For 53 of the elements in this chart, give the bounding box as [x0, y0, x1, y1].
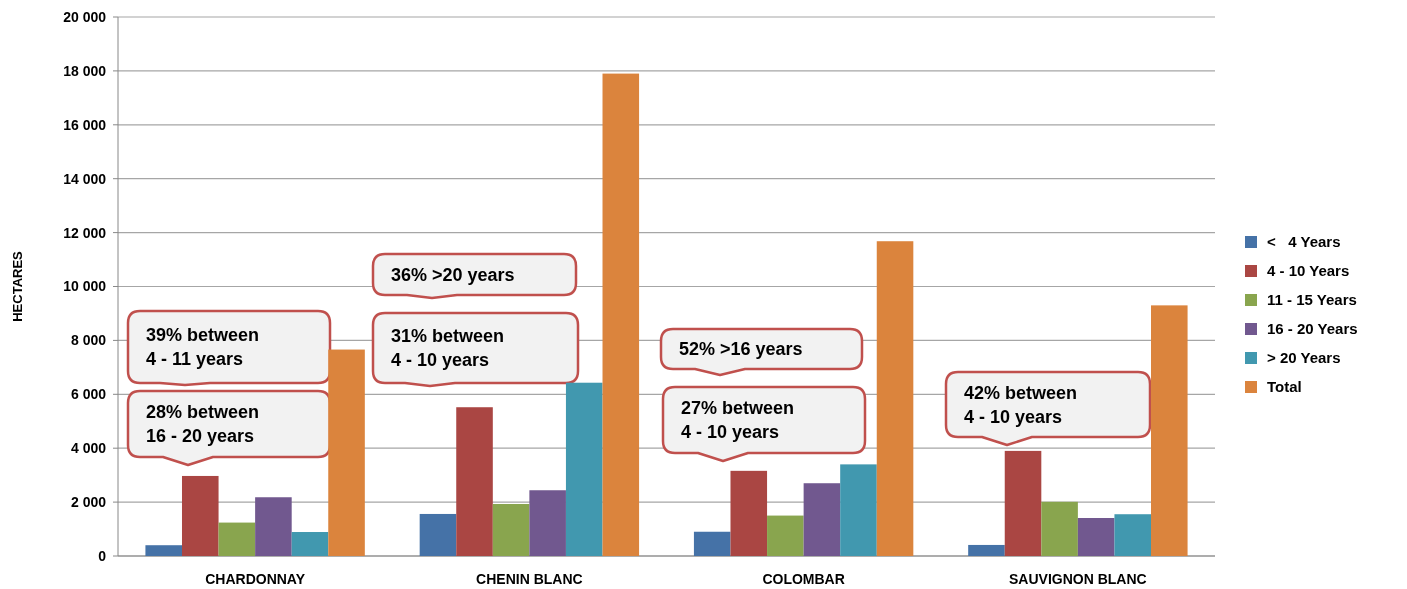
y-tick-label: 20 000	[63, 8, 107, 25]
bar	[291, 532, 329, 556]
annotation: 52% >16 years	[679, 339, 803, 360]
legend-label: 16 - 20 Years	[1267, 320, 1358, 338]
y-tick-label: 0	[98, 547, 107, 564]
bar	[840, 464, 877, 556]
y-axis-title: HECTARES	[10, 250, 25, 322]
bar	[419, 513, 457, 556]
bar	[181, 475, 219, 556]
bar	[1151, 305, 1188, 556]
bar	[328, 349, 365, 556]
x-tick-label: CHENIN BLANC	[476, 571, 583, 587]
y-tick-label: 8 000	[70, 332, 107, 349]
y-tick-label: 10 000	[63, 278, 107, 295]
bar	[565, 382, 603, 556]
legend-label: < 4 Years	[1267, 233, 1341, 251]
bar	[876, 241, 914, 556]
bar	[1004, 450, 1042, 556]
y-tick-label: 16 000	[63, 116, 107, 133]
bar	[1077, 518, 1115, 556]
bar	[803, 483, 841, 556]
bar	[767, 515, 804, 556]
x-tick-label: CHARDONNAY	[205, 571, 306, 587]
bar	[693, 531, 731, 556]
y-tick-label: 14 000	[63, 170, 107, 187]
y-tick-label: 4 000	[70, 440, 107, 457]
bar	[1041, 501, 1078, 556]
bar	[492, 503, 530, 556]
legend-label: 11 - 15 Years	[1267, 291, 1357, 309]
annotation: 39% between 4 - 11 years	[146, 325, 260, 370]
y-tick-label: 12 000	[63, 224, 107, 241]
bar	[602, 73, 640, 556]
bar	[145, 545, 182, 556]
annotation: 42% between 4 - 10 years	[964, 382, 1078, 427]
bar	[255, 497, 292, 556]
x-tick-label: COLOMBAR	[762, 571, 845, 587]
bar	[456, 407, 493, 556]
bar	[968, 544, 1005, 556]
legend-label: > 20 Years	[1267, 349, 1341, 367]
annotation: 31% between 4 - 10 years	[391, 326, 505, 371]
annotation: 36% >20 years	[391, 264, 515, 285]
bar	[529, 490, 566, 556]
legend-label: 4 - 10 Years	[1267, 262, 1350, 280]
bar	[218, 522, 256, 556]
bar	[730, 470, 768, 556]
x-tick-label: SAUVIGNON BLANC	[1009, 571, 1147, 587]
annotation: 27% between 4 - 10 years	[681, 398, 795, 443]
y-tick-label: 18 000	[63, 62, 107, 79]
annotation: 28% between 16 - 20 years	[146, 402, 260, 447]
y-tick-label: 6 000	[70, 386, 107, 403]
bar	[1114, 514, 1152, 556]
legend-label: Total	[1267, 378, 1302, 396]
y-tick-label: 2 000	[70, 494, 107, 510]
